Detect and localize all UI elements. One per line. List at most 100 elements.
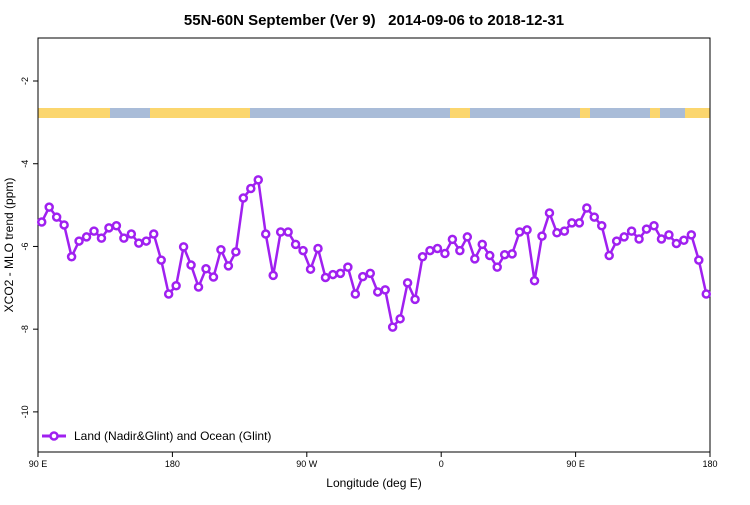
data-point [66, 252, 77, 262]
data-point [275, 227, 286, 237]
data-point [36, 217, 47, 227]
data-point [641, 224, 652, 234]
data-point [425, 245, 435, 256]
y-tick-label: -6 [20, 242, 30, 250]
data-point [656, 234, 667, 244]
data-point [492, 262, 502, 272]
data-point [507, 249, 517, 259]
data-point [238, 193, 249, 203]
data-point [290, 239, 301, 250]
data-point [440, 248, 450, 259]
data-point [148, 229, 159, 239]
data-point [246, 183, 256, 194]
data-point [328, 269, 338, 280]
data-point [156, 255, 166, 265]
data-point [223, 261, 234, 271]
data-point [111, 221, 122, 231]
data-point [89, 226, 99, 236]
data-point [604, 250, 614, 261]
data-point [380, 285, 390, 295]
data-point [514, 227, 525, 237]
y-axis-label: XCO2 - MLO trend (ppm) [2, 178, 16, 313]
data-point [574, 218, 585, 228]
map-water [110, 108, 150, 118]
data-point [81, 232, 92, 242]
data-point [298, 245, 308, 256]
data-point [163, 289, 174, 299]
data-point [619, 232, 629, 242]
x-tick-label: 90 E [29, 459, 48, 469]
data-point [477, 239, 488, 250]
data-point [126, 229, 137, 239]
data-point [686, 230, 697, 240]
x-axis-label: Longitude (deg E) [326, 476, 421, 490]
data-point [634, 234, 644, 244]
data-point [552, 228, 562, 238]
data-point [701, 289, 712, 299]
data-point [372, 287, 383, 297]
data-point [320, 272, 331, 283]
data-point [134, 238, 144, 248]
x-tick-label: 0 [439, 459, 444, 469]
data-point [611, 236, 622, 246]
data-point [253, 175, 264, 185]
data-point [365, 268, 376, 279]
data-point [417, 252, 428, 262]
data-point [402, 278, 413, 288]
data-point [96, 233, 107, 243]
data-point [208, 272, 219, 282]
y-tick-label: -2 [20, 77, 30, 85]
data-point [51, 212, 62, 222]
map-strip [38, 108, 710, 118]
plot-frame [37, 37, 711, 453]
data-point [649, 221, 659, 231]
data-point [305, 264, 316, 274]
data-point [216, 245, 226, 255]
map-water [250, 108, 450, 118]
x-tick-label: 180 [165, 459, 180, 469]
data-point [74, 236, 84, 246]
y-tick-label: -4 [20, 160, 30, 168]
data-point [626, 226, 637, 236]
data-point [679, 235, 689, 245]
map-water [660, 108, 685, 118]
data-point [544, 208, 555, 218]
data-point [59, 220, 69, 230]
data-point [537, 231, 547, 241]
data-point [410, 294, 420, 305]
data-point [455, 245, 465, 256]
data-point [260, 229, 271, 239]
data-point [283, 227, 293, 237]
x-tick-label: 90 E [566, 459, 585, 469]
x-tick-label: 180 [702, 459, 717, 469]
data-point [596, 221, 607, 231]
x-tick-label: 90 W [296, 459, 318, 469]
data-point [231, 247, 241, 257]
data-point [499, 249, 510, 260]
data-point [119, 233, 129, 243]
data-point [664, 230, 674, 240]
y-tick-label: -10 [20, 405, 30, 418]
data-point [313, 243, 323, 254]
data-point [335, 268, 346, 279]
map-water [470, 108, 580, 118]
data-point [186, 260, 196, 270]
data-point [44, 202, 54, 212]
data-point [589, 212, 600, 222]
data-point [671, 238, 682, 249]
data-point [447, 234, 458, 245]
data-point [529, 276, 540, 286]
chart-title: 55N-60N September (Ver 9) 2014-09-06 to … [184, 12, 564, 29]
data-point [141, 236, 152, 246]
data-point [343, 262, 353, 272]
data-point [387, 322, 398, 332]
data-point [350, 289, 361, 299]
data-point [484, 250, 495, 261]
legend: Land (Nadir&Glint) and Ocean (Glint) [42, 429, 271, 443]
data-point [432, 243, 443, 254]
data-point [470, 254, 480, 264]
data-point [694, 255, 704, 265]
legend-label: Land (Nadir&Glint) and Ocean (Glint) [74, 429, 271, 443]
data-point [171, 280, 181, 291]
data-point [567, 218, 577, 228]
